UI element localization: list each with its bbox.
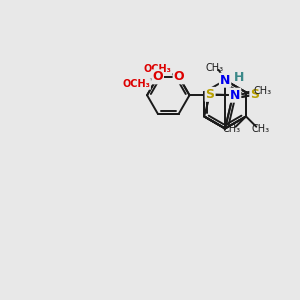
Text: OCH₃: OCH₃ <box>123 79 150 89</box>
Text: CH₃: CH₃ <box>253 86 271 96</box>
Text: N: N <box>230 89 240 102</box>
Text: S: S <box>250 88 259 101</box>
Text: CH₃: CH₃ <box>251 124 269 134</box>
Text: CH₃: CH₃ <box>206 63 224 73</box>
Text: OCH₃: OCH₃ <box>144 64 172 74</box>
Text: N: N <box>220 74 230 87</box>
Text: O: O <box>174 70 184 83</box>
Text: H: H <box>234 71 244 84</box>
Text: CH₃: CH₃ <box>223 124 241 134</box>
Text: S: S <box>206 88 214 101</box>
Text: O: O <box>152 70 163 83</box>
